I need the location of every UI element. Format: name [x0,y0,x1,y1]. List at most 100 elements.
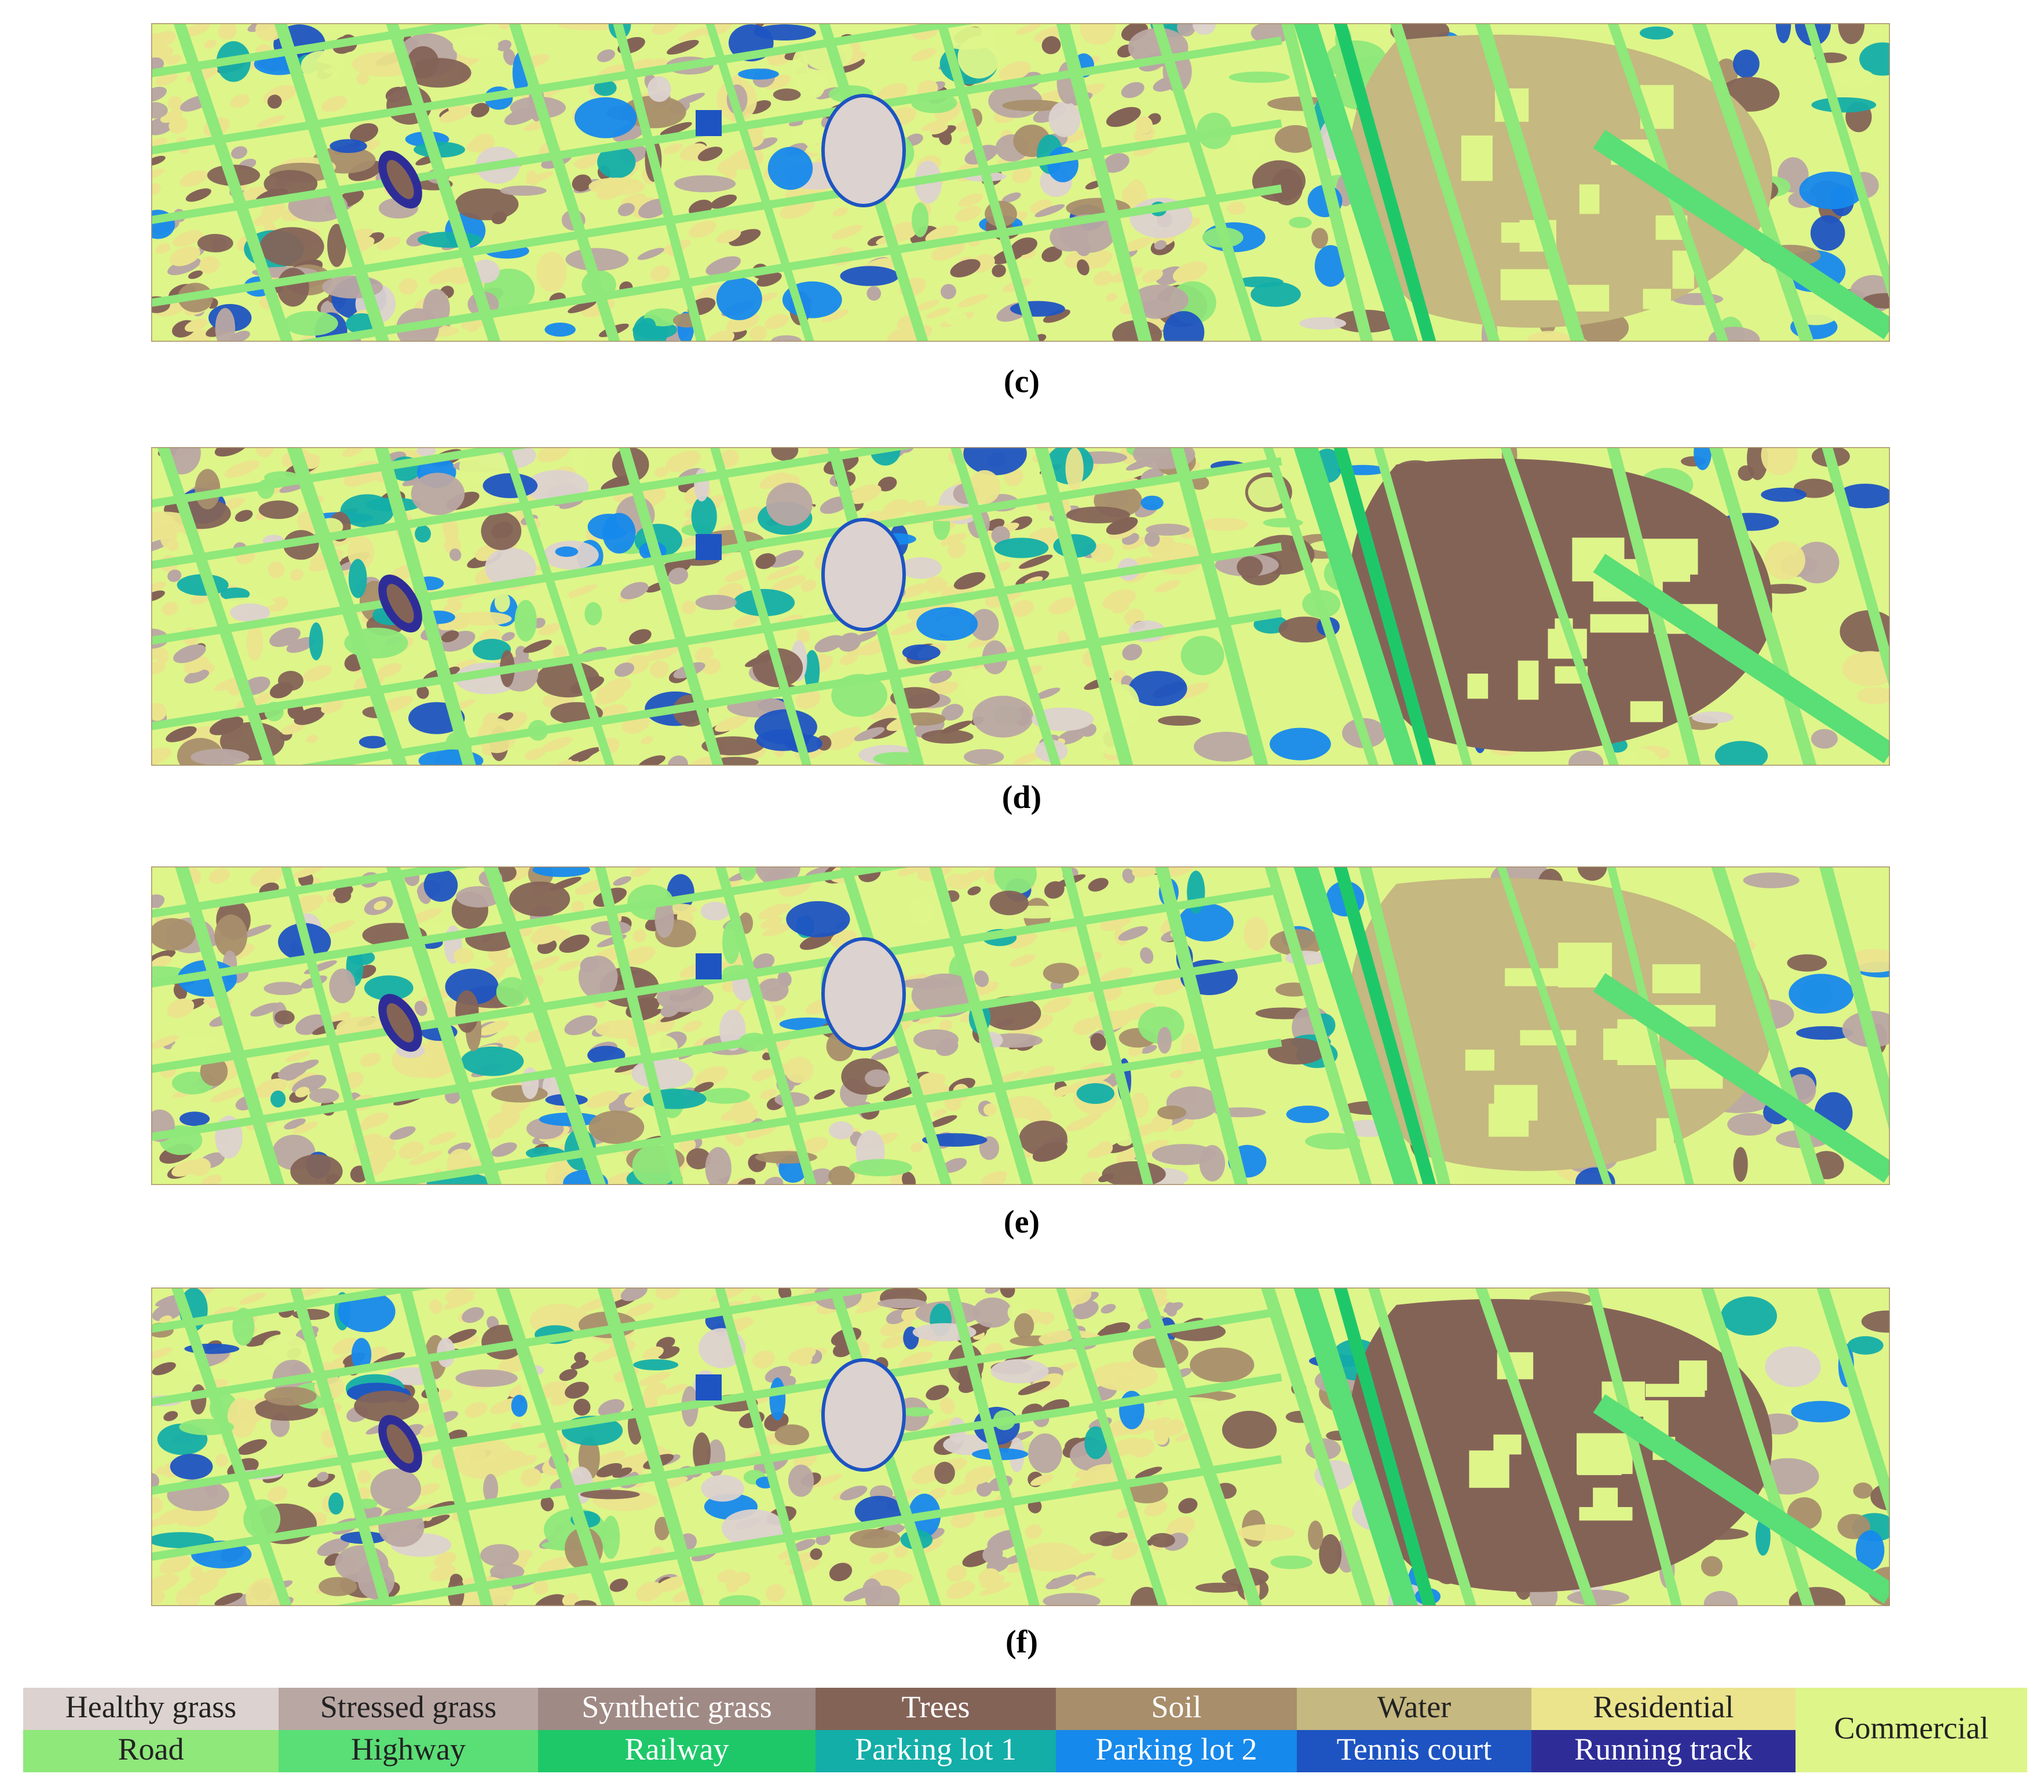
map-region [821,309,849,323]
map-region [1039,1311,1055,1325]
map-region [717,1569,737,1583]
map-road [1804,23,1890,301]
map-feature [696,1374,722,1400]
map-region [769,550,804,568]
map-region [1652,964,1701,993]
map-region [162,602,178,616]
map-region [1145,532,1160,547]
map-region [553,645,567,659]
map-region [246,624,264,661]
map-region [909,896,934,926]
map-region [1014,1313,1034,1338]
map-road [509,23,621,342]
map-region [292,866,326,879]
map-region [1129,1438,1155,1458]
map-region [609,1578,628,1592]
map-region [1041,36,1061,54]
map-region [1579,1507,1633,1521]
map-region [491,1142,517,1157]
map-region [152,1301,185,1322]
map-region [317,1538,350,1556]
map-region [1135,116,1153,134]
map-region [1842,651,1890,686]
map-region [1159,1422,1185,1437]
map-region [443,601,463,614]
map-region [1072,1575,1096,1587]
map-region [586,1091,620,1109]
map-road [1475,23,1585,342]
map-region [1527,331,1571,342]
map-region [1158,715,1201,726]
map-region [1030,1474,1054,1486]
map-region [1467,674,1489,699]
map-region [1099,967,1133,985]
map-region [151,138,168,149]
map-region [374,901,387,910]
map-region [224,460,260,478]
map-region [455,990,479,1033]
map-region [831,727,861,741]
map-region [758,903,791,920]
map-region [1593,1487,1618,1511]
map-region [1121,1003,1156,1021]
map-region [911,48,937,61]
map-region [1799,171,1864,210]
map-road [151,542,1282,730]
map-region [446,1329,477,1344]
map-region [929,670,952,683]
map-region [767,147,813,190]
map-region [1118,926,1149,941]
map-region [668,567,688,585]
map-region [489,1563,525,1580]
map-region [1577,1451,1622,1475]
map-region [1837,1513,1870,1539]
map-region [697,147,723,162]
map-region [327,224,346,268]
map-region [934,1461,955,1484]
map-region [588,1110,645,1144]
map-region [167,569,182,582]
map-region [409,1150,443,1165]
map-region [1028,1433,1062,1473]
map-region [596,1463,623,1478]
map-region [771,335,802,342]
classification-map [151,447,1890,766]
legend-label: Trees [901,1689,970,1724]
map-region [786,901,850,938]
map-region [992,264,1006,277]
map-region [901,1407,934,1417]
map-region [1765,1346,1821,1387]
map-region [230,603,270,622]
map-region [246,1330,281,1347]
map-highway [1593,130,1890,339]
map-region [597,49,616,63]
map-region [264,1387,317,1406]
map-region [416,447,436,456]
map-region [688,221,716,238]
map-region [430,1564,456,1582]
map-region [1202,517,1248,531]
map-region [258,692,271,703]
map-region [722,162,737,180]
map-region [1270,727,1331,760]
map-region [491,1085,548,1103]
map-region [487,1110,521,1131]
map-region [576,157,598,170]
map-region [1314,245,1347,287]
map-road [151,1373,1282,1561]
map-region [865,1585,900,1606]
map-region [1020,1542,1083,1572]
map-feature [821,518,906,631]
map-feature [821,94,906,207]
map-region [1237,556,1263,579]
map-region [832,207,849,217]
map-region [896,583,930,599]
map-road [618,447,724,766]
map-region [179,1111,210,1127]
map-region [151,590,165,602]
map-highway [1593,554,1890,763]
map-region [361,1112,389,1128]
map-region [1087,1145,1110,1159]
map-region [492,957,516,970]
map-region [262,1334,308,1361]
